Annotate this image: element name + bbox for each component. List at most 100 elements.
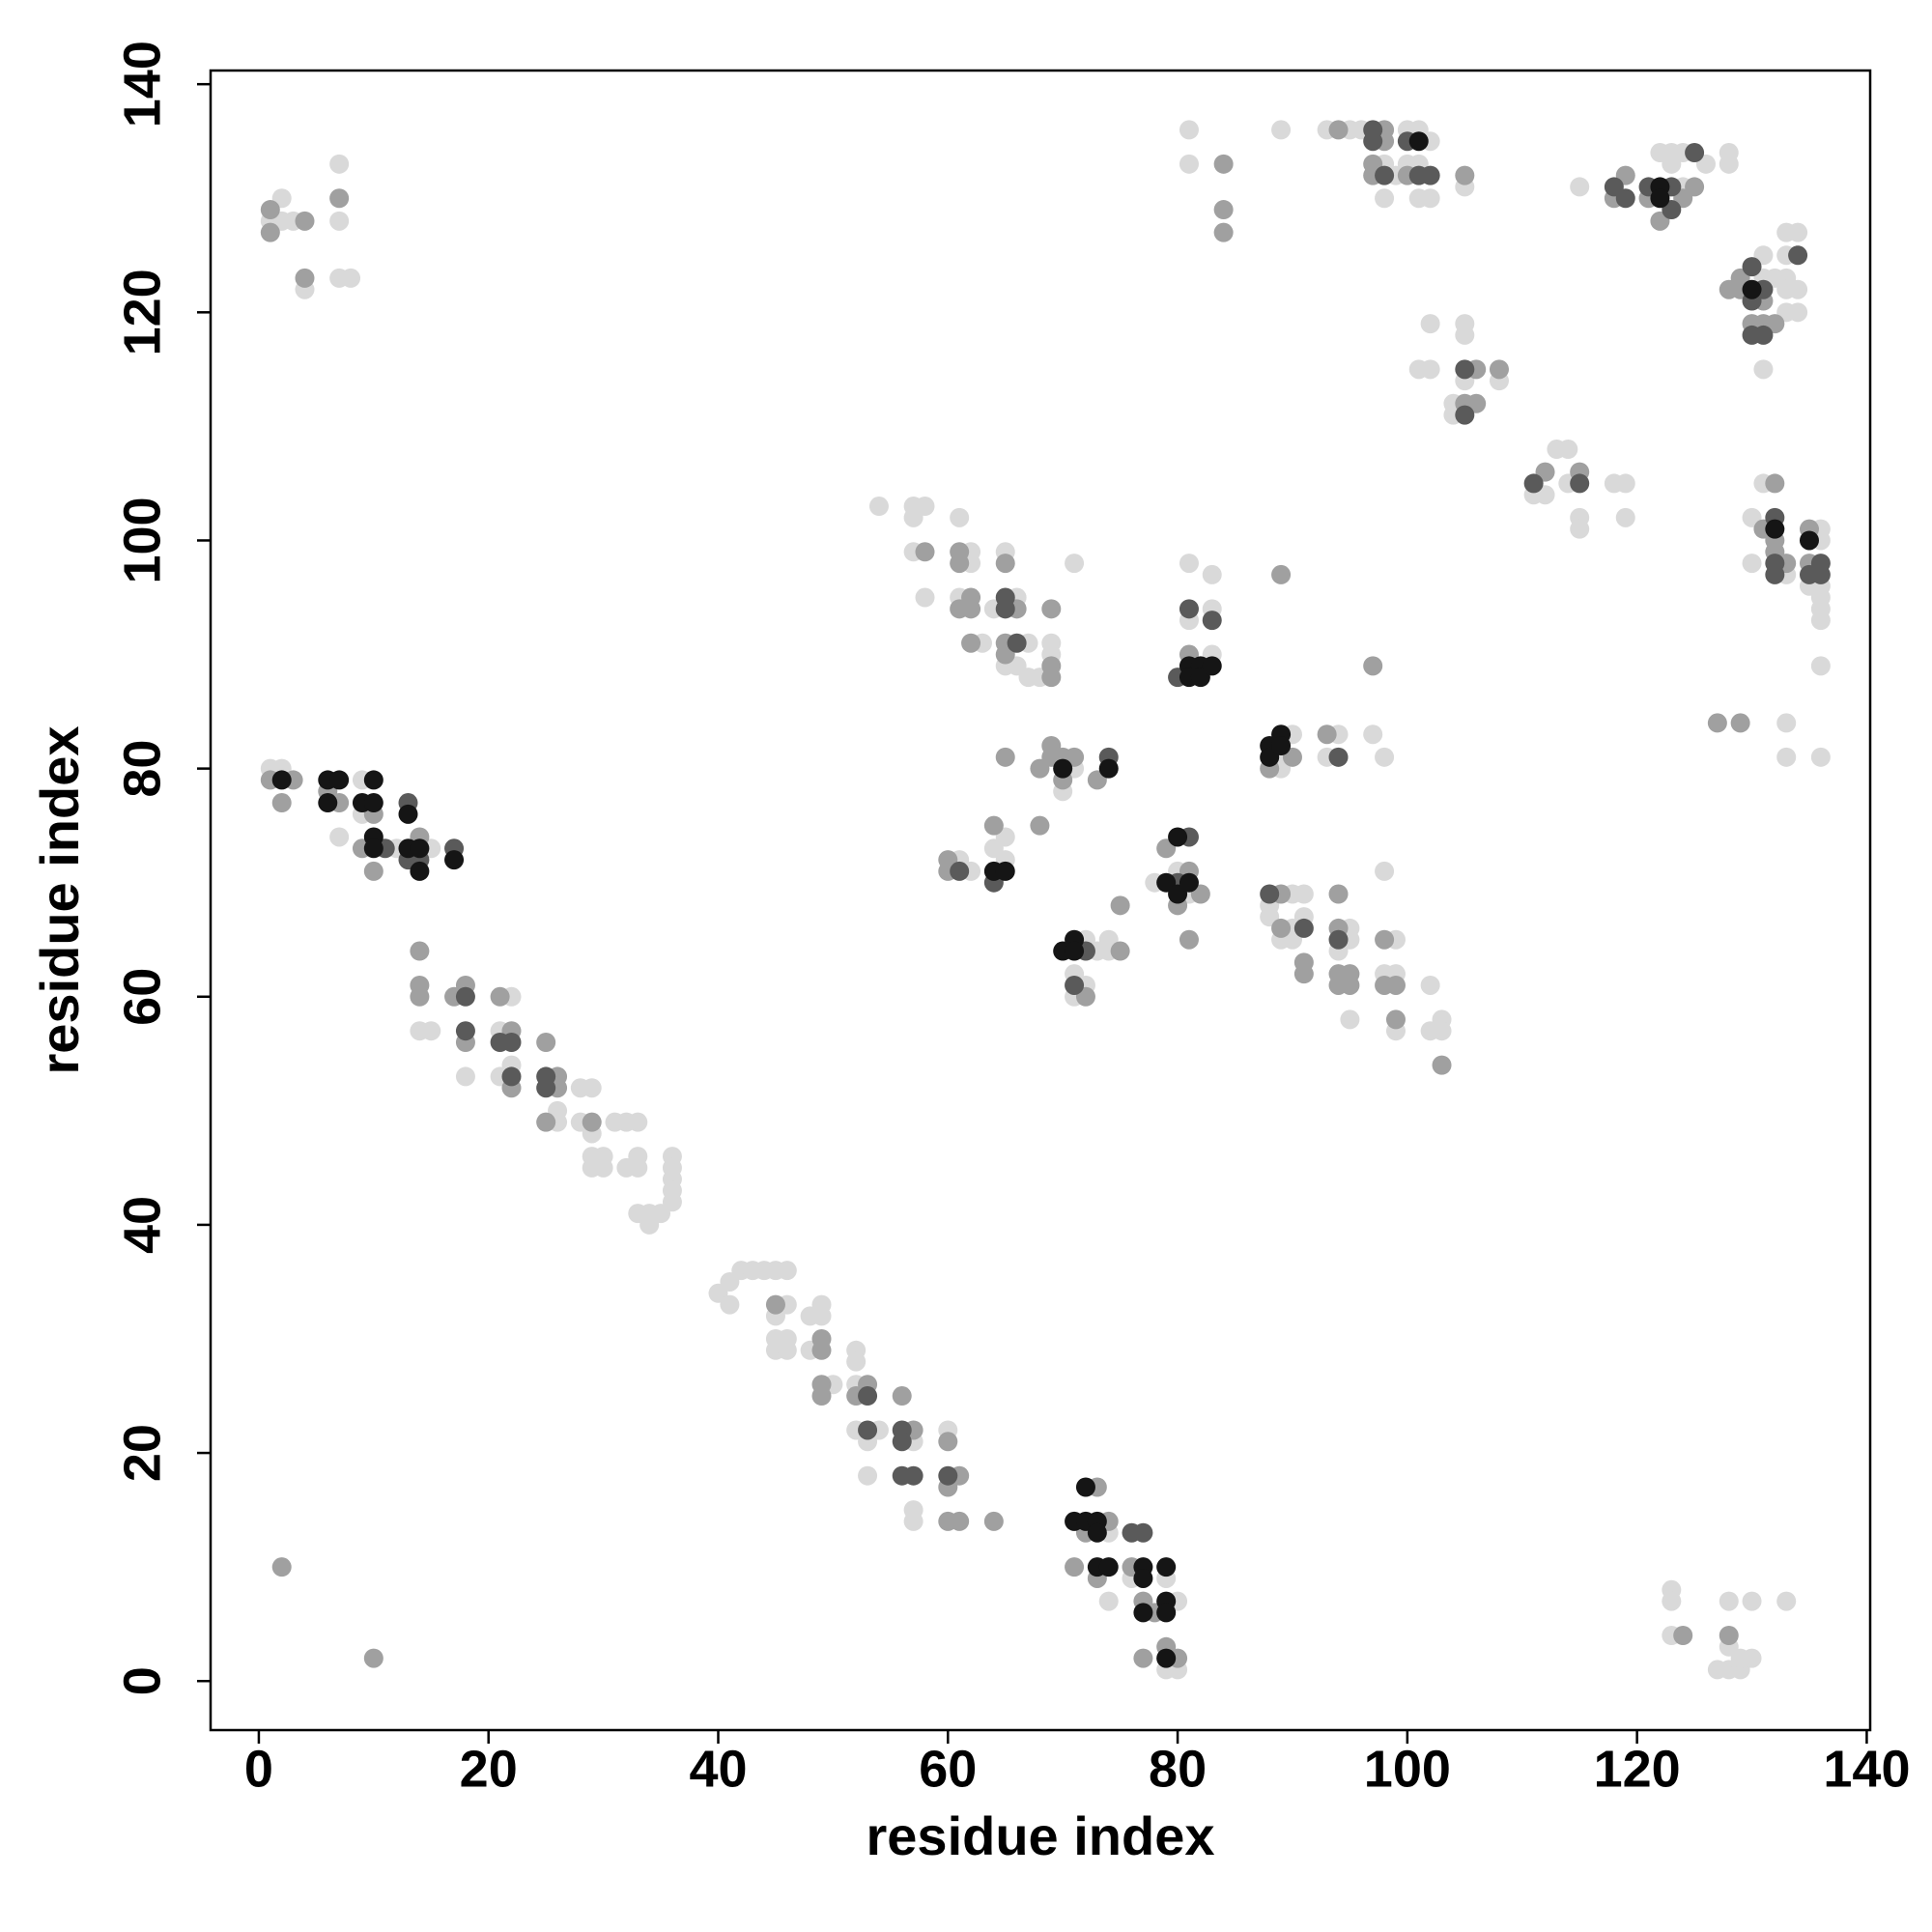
point (950, 554, 970, 574)
point (1810, 564, 1831, 584)
point (868, 497, 889, 517)
point (1271, 918, 1292, 938)
point (1615, 188, 1635, 209)
point (938, 1465, 958, 1486)
point (1788, 302, 1808, 323)
point (1087, 1522, 1107, 1543)
point (983, 1511, 1004, 1531)
point (1558, 440, 1578, 460)
point (995, 747, 1015, 767)
point (846, 1351, 867, 1372)
point (1340, 975, 1360, 995)
point (1455, 359, 1475, 380)
point (1213, 154, 1234, 174)
point (582, 1078, 602, 1098)
point (1730, 713, 1750, 733)
point (410, 861, 430, 881)
point (1719, 154, 1739, 174)
point (329, 154, 350, 174)
point (490, 986, 510, 1007)
point (1523, 473, 1544, 494)
point (811, 1386, 832, 1406)
point (1673, 1625, 1693, 1645)
point (318, 793, 338, 813)
point (1788, 279, 1808, 299)
point (1156, 1648, 1177, 1668)
y-tick-label: 80 (113, 740, 171, 798)
point (858, 1420, 878, 1440)
x-axis-title: residue index (866, 1805, 1214, 1866)
point (1179, 154, 1199, 174)
point (1317, 724, 1337, 745)
point (260, 222, 280, 242)
point (1810, 747, 1831, 767)
point (1385, 975, 1406, 995)
point (329, 827, 350, 847)
point (1615, 507, 1635, 527)
point (1420, 165, 1440, 185)
point (1271, 564, 1292, 584)
x-tick-label: 140 (1823, 1740, 1910, 1798)
point (444, 850, 465, 870)
point (1168, 827, 1188, 847)
point (1742, 554, 1762, 574)
point (1293, 918, 1314, 938)
point (858, 1386, 878, 1406)
plot-frame (209, 69, 1872, 1732)
point (1788, 222, 1808, 242)
point (1810, 611, 1831, 631)
point (363, 838, 384, 859)
point (811, 1306, 832, 1326)
point (536, 1112, 556, 1132)
point (1408, 131, 1429, 152)
point (1753, 359, 1774, 380)
y-axis-title: residue index (29, 725, 90, 1074)
point (1271, 120, 1292, 140)
point (455, 986, 475, 1007)
point (455, 1066, 475, 1087)
point (363, 861, 384, 881)
point (1363, 724, 1383, 745)
point (582, 1112, 602, 1132)
point (915, 587, 935, 608)
point (363, 793, 384, 813)
x-tick-label: 60 (919, 1740, 977, 1798)
point (1363, 656, 1383, 676)
point (1685, 177, 1705, 197)
x-tick-label: 0 (244, 1740, 273, 1798)
point (892, 1386, 912, 1406)
point (260, 200, 280, 220)
point (536, 1033, 556, 1053)
point (938, 1432, 958, 1452)
point (1765, 519, 1785, 539)
point (410, 986, 430, 1007)
point (903, 1465, 923, 1486)
point (628, 1157, 648, 1178)
point (1455, 405, 1475, 425)
point (1007, 633, 1027, 653)
point (1570, 473, 1590, 494)
point (1110, 941, 1130, 961)
point (1179, 929, 1199, 950)
point (1098, 1591, 1119, 1611)
point (536, 1078, 556, 1098)
point (341, 268, 361, 288)
point (1202, 564, 1222, 584)
point (1328, 120, 1349, 140)
point (1065, 1557, 1085, 1577)
point (1420, 975, 1440, 995)
point (1375, 929, 1395, 950)
y-tick-label: 20 (113, 1424, 171, 1482)
point (1570, 177, 1590, 197)
point (1375, 747, 1395, 767)
point (1420, 314, 1440, 334)
point (1650, 188, 1670, 209)
point (1065, 975, 1085, 995)
point (961, 599, 981, 619)
point (410, 941, 430, 961)
point (1328, 884, 1349, 904)
point (950, 861, 970, 881)
point (1742, 279, 1762, 299)
point (1156, 1603, 1177, 1623)
